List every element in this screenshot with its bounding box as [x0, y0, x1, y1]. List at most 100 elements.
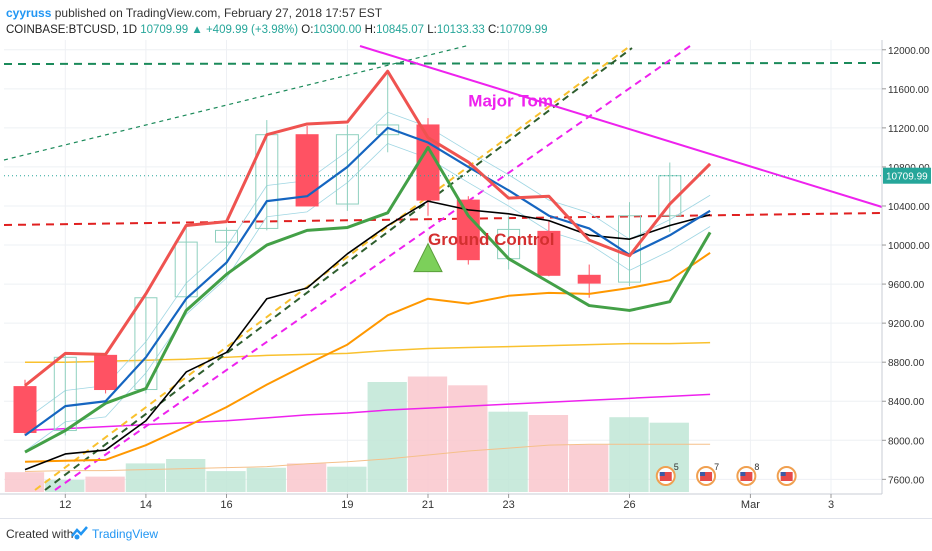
volume-bar — [45, 479, 85, 492]
high-label: H: — [364, 24, 377, 36]
volume-bar — [448, 385, 488, 492]
candle-bear[interactable] — [13, 386, 37, 433]
y-tick-label: 11600.00 — [888, 85, 929, 96]
volume-bar — [407, 376, 448, 492]
price-axis[interactable] — [882, 40, 932, 494]
y-tick-label: 9200.00 — [888, 319, 925, 330]
volume-bar — [246, 467, 286, 492]
candle-bear[interactable] — [456, 199, 480, 261]
author-name[interactable]: cyyruss — [6, 6, 52, 20]
x-tick-label: 3 — [828, 499, 834, 511]
close-value: 10709.99 — [499, 24, 548, 36]
x-tick-label: 26 — [623, 499, 635, 511]
x-tick-label: 21 — [422, 499, 434, 511]
x-tick-label: Mar — [741, 499, 760, 511]
candle-bull[interactable] — [376, 124, 400, 136]
open-value: 10300.00 — [313, 24, 362, 36]
x-tick-label: 23 — [502, 499, 514, 511]
time-axis[interactable] — [0, 494, 932, 518]
blue-ma-line — [24, 126, 711, 437]
triangle-up-icon[interactable] — [413, 242, 443, 273]
chart-header: cyyruss published on TradingView.com, Fe… — [0, 0, 932, 40]
x-tick-label: 19 — [341, 499, 353, 511]
black-ma-line — [24, 200, 711, 471]
volume-bar — [206, 471, 246, 492]
change-arrow-icon: ▲ — [191, 24, 203, 36]
x-tick-label: 14 — [140, 499, 152, 511]
flag-canton-icon — [700, 472, 706, 476]
ohlc-legend: COINBASE:BTCUSD, 1D 10709.99 ▲ +409.99 (… — [6, 24, 547, 36]
volume-bar — [528, 415, 569, 492]
volume-ma-line — [24, 443, 711, 473]
green-ma-line — [24, 145, 712, 454]
y-tick-label: 8800.00 — [888, 358, 925, 369]
flag-icon — [659, 472, 672, 481]
x-tick-label: 12 — [59, 499, 71, 511]
candle-bull[interactable] — [174, 241, 198, 298]
candle-bull[interactable] — [335, 134, 359, 205]
flag-canton-icon — [740, 472, 746, 476]
y-tick-label: 9600.00 — [888, 280, 925, 291]
band-line — [24, 143, 711, 452]
high-value: 10845.07 — [376, 24, 425, 36]
y-tick-label: 11200.00 — [888, 124, 929, 135]
candle-bear[interactable] — [537, 230, 561, 276]
orange-ma-line — [24, 252, 711, 463]
close-label: C: — [488, 24, 500, 36]
open-label: O: — [301, 24, 314, 36]
flag-canton-icon — [659, 472, 665, 476]
annotation-label[interactable]: Major Tom — [468, 91, 553, 110]
volume-bar — [609, 417, 649, 492]
event-count: 5 — [674, 462, 679, 472]
flag-icon — [700, 472, 713, 481]
candle-bull[interactable] — [658, 175, 682, 217]
flag-canton-icon — [780, 472, 786, 476]
volume-bar — [569, 444, 609, 492]
y-tick-label: 7600.00 — [888, 475, 925, 486]
red-ma-line — [24, 69, 712, 387]
volume-bar — [327, 466, 367, 492]
event-count: 7 — [714, 462, 719, 472]
low-value: 10133.33 — [436, 24, 485, 36]
symbol-label: COINBASE:BTCUSD, 1D — [6, 24, 137, 36]
candle-bull[interactable] — [215, 229, 238, 243]
y-tick-label: 10000.00 — [888, 241, 930, 252]
dashed-resistance-line — [3, 62, 883, 65]
annotation-label[interactable]: Ground Control — [428, 230, 555, 249]
volume-bar — [488, 411, 528, 492]
y-tick-label: 10400.00 — [888, 202, 930, 213]
publish-info: cyyruss published on TradingView.com, Fe… — [6, 6, 382, 20]
volume-bar — [286, 463, 327, 492]
price-change: +409.99 (+3.98%) — [205, 24, 299, 36]
flag-icon — [740, 472, 753, 481]
event-count: 8 — [754, 462, 759, 472]
volume-bar — [367, 382, 407, 492]
last-price-label: 10709.99 — [886, 172, 928, 183]
flag-icon — [780, 472, 793, 481]
tradingview-logo-icon[interactable] — [70, 524, 90, 542]
y-tick-label: 8000.00 — [888, 436, 925, 447]
band-line — [24, 111, 711, 421]
yellow-trend-line — [34, 45, 631, 491]
footer: Created with TradingView — [0, 518, 932, 551]
y-tick-label: 12000.00 — [888, 46, 930, 57]
candle-bear[interactable] — [295, 134, 319, 207]
candle-bear[interactable] — [94, 354, 118, 391]
volume-bar — [85, 476, 125, 492]
volume-bar — [166, 459, 206, 492]
last-price-badge — [883, 167, 931, 184]
created-with-text: Created with — [6, 527, 74, 541]
volume-bar — [4, 472, 45, 492]
darkgreen-trend-line — [44, 47, 633, 491]
low-label: L: — [427, 24, 437, 36]
candle-bear[interactable] — [577, 274, 601, 284]
published-text: published on TradingView.com, February 2… — [54, 6, 383, 20]
y-tick-label: 8400.00 — [888, 397, 925, 408]
last-price: 10709.99 — [140, 24, 189, 36]
x-tick-label: 16 — [220, 499, 232, 511]
volume-bar — [125, 463, 166, 492]
descending-trendline — [359, 45, 883, 208]
slow-ma-line — [25, 341, 711, 363]
tradingview-brand[interactable]: TradingView — [92, 527, 159, 541]
